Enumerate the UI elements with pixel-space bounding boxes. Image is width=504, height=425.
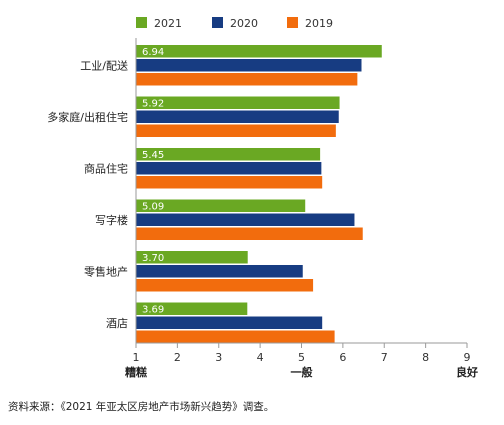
x-tick-label-5: 5: [298, 351, 305, 364]
category-label-0: 工业/配送: [80, 58, 128, 72]
category-label-2: 商品住宅: [84, 161, 128, 175]
data-label-0: 6.94: [142, 47, 164, 58]
x-tick-label-7: 7: [381, 351, 388, 364]
x-tick-label-6: 6: [339, 351, 346, 364]
bar-2020-3: [136, 213, 355, 226]
x-tick-label-1: 1: [133, 351, 140, 364]
bar-2019-2: [136, 176, 323, 189]
legend-label-2019: 2019: [305, 17, 333, 30]
legend-label-2020: 2020: [230, 17, 258, 30]
x-anchor-label-0: 糟糕: [125, 365, 147, 379]
data-label-4: 3.70: [142, 253, 164, 264]
category-label-5: 酒店: [106, 316, 128, 330]
x-tick-label-3: 3: [215, 351, 222, 364]
source-note: 资料来源：《2021 年亚太区房地产市场新兴趋势》调查。: [8, 401, 275, 413]
data-label-3: 5.09: [142, 202, 164, 213]
bar-2020-5: [136, 316, 323, 329]
category-label-4: 零售地产: [84, 264, 128, 278]
bar-2019-5: [136, 330, 335, 343]
x-axis: 1 2 3 4 5 6 7 8 9 糟糕 一般 良好: [125, 342, 478, 379]
bar-2021-2: [136, 148, 321, 161]
legend-swatch-2020: [212, 17, 223, 28]
bar-2021-3: [136, 199, 306, 212]
bar-2019-1: [136, 124, 336, 137]
data-label-2: 5.45: [142, 150, 164, 161]
x-anchor-label-1: 一般: [291, 365, 313, 379]
bar-2020-2: [136, 162, 322, 175]
bar-2021-0: [136, 45, 382, 58]
x-tick-label-4: 4: [257, 351, 264, 364]
legend-swatch-2021: [136, 17, 147, 28]
x-tick-label-8: 8: [422, 351, 429, 364]
bar-2020-0: [136, 59, 362, 72]
bar-2020-4: [136, 265, 303, 278]
bar-2020-1: [136, 110, 339, 123]
bar-2019-0: [136, 73, 358, 86]
bar-2021-5: [136, 302, 248, 315]
bar-2019-4: [136, 279, 314, 292]
bar-2021-4: [136, 251, 248, 264]
bar-2021-1: [136, 96, 340, 109]
category-label-1: 多家庭/出租住宅: [47, 110, 128, 124]
legend: 2021 2020 2019: [136, 17, 333, 30]
x-tick-label-9: 9: [464, 351, 471, 364]
data-label-1: 5.92: [142, 99, 164, 110]
x-anchor-label-2: 良好: [456, 365, 478, 379]
x-tick-label-2: 2: [174, 351, 181, 364]
bars: 6.94 5.92 5.45 5.09 3.70 3.69: [136, 45, 382, 343]
category-label-3: 写字楼: [95, 213, 128, 227]
legend-label-2021: 2021: [154, 17, 182, 30]
data-label-5: 3.69: [142, 305, 164, 316]
legend-swatch-2019: [287, 17, 298, 28]
bar-2019-3: [136, 227, 363, 240]
